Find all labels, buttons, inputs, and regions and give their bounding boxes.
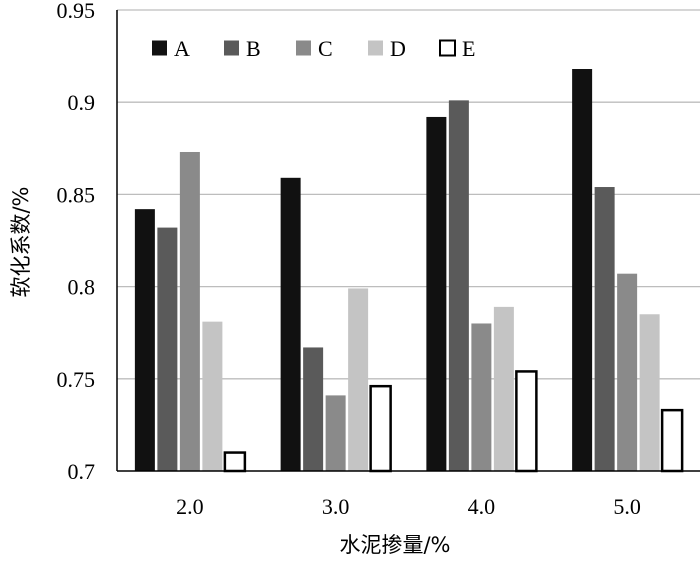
x-tick-label: 3.0 — [322, 494, 350, 519]
bar-a — [426, 116, 447, 472]
bar-c — [617, 273, 638, 471]
legend-swatch-b — [224, 40, 239, 56]
x-tick-label: 4.0 — [468, 494, 496, 519]
bar-d — [639, 314, 660, 471]
legend-swatch-e — [439, 39, 456, 57]
legend-label-d: D — [390, 36, 406, 61]
y-tick-label: 0.75 — [57, 367, 96, 392]
bar-b — [303, 347, 324, 471]
axes — [116, 10, 700, 472]
y-tick-label: 0.85 — [57, 182, 96, 207]
bar-c — [179, 151, 200, 471]
y-tick-label: 0.9 — [68, 90, 96, 115]
bar-b — [157, 227, 178, 471]
bar-a — [280, 177, 301, 471]
bar-b — [594, 187, 615, 472]
legend-swatch-a — [152, 40, 167, 56]
bar-d — [202, 321, 223, 471]
bar-e — [369, 384, 392, 473]
legend-label-a: A — [174, 36, 190, 61]
bar-e — [515, 370, 538, 473]
y-tick-label: 0.95 — [57, 0, 96, 23]
bars — [134, 69, 684, 473]
x-axis-title: 水泥掺量/% — [339, 533, 450, 557]
bar-d — [493, 306, 514, 471]
legend-label-b: B — [246, 36, 261, 61]
bar-c — [471, 323, 492, 471]
y-tick-label: 0.8 — [68, 275, 96, 300]
legend-swatch-c — [296, 40, 311, 56]
y-axis-title: 软化系数/% — [9, 186, 33, 297]
legend: A B C D E — [152, 36, 475, 61]
legend-label-c: C — [318, 36, 333, 61]
x-tick-label: 5.0 — [613, 494, 641, 519]
x-tick-label: 2.0 — [176, 494, 204, 519]
legend-swatch-d — [368, 40, 383, 56]
legend-label-e: E — [462, 36, 475, 61]
bar-c — [325, 395, 346, 471]
bar-a — [572, 69, 593, 472]
tick-labels: 0.7 0.75 0.8 0.85 0.9 0.95 2.0 3.0 4.0 5.0 — [57, 0, 641, 519]
bar-e — [660, 408, 684, 473]
bar-e — [223, 451, 247, 473]
bar-a — [134, 209, 155, 472]
y-tick-label: 0.7 — [68, 459, 96, 484]
bar-b — [448, 100, 469, 471]
bar-d — [348, 288, 369, 471]
